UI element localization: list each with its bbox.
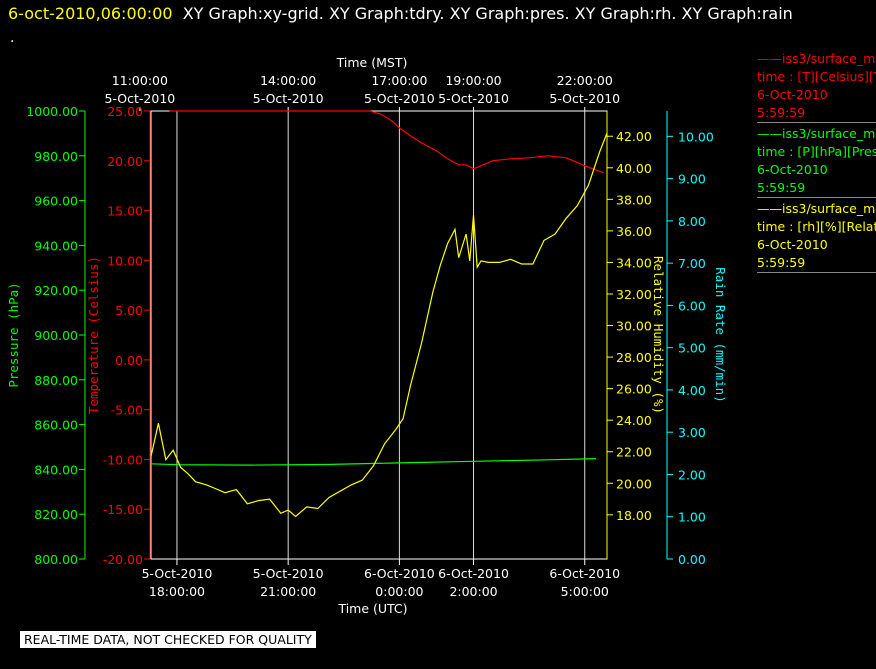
rain-tick-label: 7.00 [678, 256, 706, 271]
x-tick-label-bottom: 0:00:00 [375, 584, 423, 599]
x-tick-label-bottom: 2:00:00 [449, 584, 497, 599]
legend-series-time: 5:59:59 [757, 105, 806, 120]
x-tick-label-bottom: 6-Oct-2010 [364, 566, 435, 581]
rh-tick-label: 26.00 [616, 382, 652, 397]
rh-tick-label: 20.00 [616, 476, 652, 491]
pressure-tick-label: 860.00 [34, 418, 78, 433]
temperature-tick-label: 15.00 [107, 204, 143, 219]
x-tick-label-top: 5-Oct-2010 [549, 91, 620, 106]
rain-tick-label: 1.00 [678, 510, 706, 525]
rain-tick-label: 8.00 [678, 214, 706, 229]
legend-series-date: 6-Oct-2010 [757, 162, 828, 177]
x-tick-label-top: 5-Oct-2010 [438, 91, 509, 106]
temperature-tick-label: -20.00 [103, 552, 143, 567]
pressure-tick-label: 900.00 [34, 328, 78, 343]
temperature-tick-label: 5.00 [115, 303, 143, 318]
rh-tick-label: 36.00 [616, 224, 652, 239]
legend-series-name: ——iss3/surface_me [757, 51, 876, 66]
temperature-tick-label: -10.00 [103, 452, 143, 467]
temperature-series-line [169, 110, 604, 174]
rh-tick-label: 42.00 [616, 129, 652, 144]
rain-tick-label: 4.00 [678, 383, 706, 398]
pressure-tick-label: 820.00 [34, 507, 78, 522]
pressure-tick-label: 840.00 [34, 462, 78, 477]
temperature-tick-label: -5.00 [111, 403, 143, 418]
legend-entry-temperature: ——iss3/surface_me time : [T][Celsius][T … [757, 50, 876, 123]
x-tick-label-bottom: 6-Oct-2010 [549, 566, 620, 581]
x-tick-label-top: 22:00:00 [557, 73, 613, 88]
pressure-series-line [150, 458, 596, 466]
pressure-tick-label: 960.00 [34, 194, 78, 209]
rain-tick-label: 5.00 [678, 341, 706, 356]
rh-tick-label: 40.00 [616, 161, 652, 176]
pressure-axis-title: Pressure (hPa) [6, 282, 21, 387]
pressure-tick-label: 800.00 [34, 552, 78, 567]
legend: ——iss3/surface_me time : [T][Celsius][T … [757, 50, 876, 275]
rain-tick-label: 3.00 [678, 425, 706, 440]
x-tick-label-top: 5-Oct-2010 [364, 91, 435, 106]
rh-tick-label: 30.00 [616, 319, 652, 334]
x-tick-label-top: 17:00:00 [371, 73, 427, 88]
pressure-tick-label: 880.00 [34, 373, 78, 388]
legend-series-desc: time : [rh][%][Relati [757, 219, 876, 234]
rain-axis-title: Rain Rate (mm/min) [713, 267, 728, 402]
rain-tick-label: 6.00 [678, 298, 706, 313]
temperature-tick-label: -15.00 [103, 502, 143, 517]
rh-tick-label: 38.00 [616, 192, 652, 207]
rh-tick-label: 22.00 [616, 445, 652, 460]
rh-axis-title: Relative Humidity (%) [651, 256, 666, 414]
legend-series-desc: time : [T][Celsius][T [757, 69, 876, 84]
rain-tick-label: 2.00 [678, 467, 706, 482]
legend-series-time: 5:59:59 [757, 180, 806, 195]
x-tick-label-bottom: 5:00:00 [561, 584, 609, 599]
header-date-time: 6-oct-2010,06:00:00 [8, 4, 173, 23]
legend-series-desc: time : [P][hPa][Pres [757, 144, 876, 159]
x-axis-label-bottom: Time (UTC) [337, 601, 407, 616]
header-second-line: . [10, 30, 15, 46]
quality-disclaimer: REAL-TIME DATA, NOT CHECKED FOR QUALITY [20, 631, 316, 648]
legend-entry-pressure: ——iss3/surface_me time : [P][hPa][Pres 6… [757, 125, 876, 198]
rain-tick-label: 9.00 [678, 172, 706, 187]
x-tick-label-bottom: 5-Oct-2010 [142, 566, 213, 581]
legend-entry-rh: ——iss3/surface_me time : [rh][%][Relati … [757, 200, 876, 273]
rh-series-line [150, 132, 608, 518]
temperature-tick-label: 20.00 [107, 154, 143, 169]
x-tick-label-top: 5-Oct-2010 [253, 91, 324, 106]
temperature-tick-label: 25.00 [107, 104, 143, 119]
temperature-tick-label: 10.00 [107, 253, 143, 268]
rh-tick-label: 28.00 [616, 350, 652, 365]
header-title: 6-oct-2010,06:00:00 XY Graph:xy-grid. XY… [8, 4, 793, 23]
header-graph-list: XY Graph:xy-grid. XY Graph:tdry. XY Grap… [182, 4, 793, 23]
legend-series-name: ——iss3/surface_me [757, 201, 876, 216]
temperature-axis-title: Temperature (Celsius) [86, 256, 101, 414]
rh-tick-label: 34.00 [616, 255, 652, 270]
x-tick-label-bottom: 6-Oct-2010 [438, 566, 509, 581]
pressure-tick-label: 1000.00 [26, 104, 78, 119]
rain-tick-label: 0.00 [678, 552, 706, 567]
pressure-tick-label: 940.00 [34, 238, 78, 253]
x-tick-label-top: 5-Oct-2010 [105, 91, 176, 106]
legend-series-date: 6-Oct-2010 [757, 237, 828, 252]
pressure-tick-label: 920.00 [34, 283, 78, 298]
x-tick-label-top: 14:00:00 [260, 73, 316, 88]
rh-tick-label: 18.00 [616, 508, 652, 523]
rh-tick-label: 24.00 [616, 413, 652, 428]
x-tick-label-top: 11:00:00 [112, 73, 168, 88]
legend-series-date: 6-Oct-2010 [757, 87, 828, 102]
legend-series-name: ——iss3/surface_me [757, 126, 876, 141]
temperature-tick-label: 0.00 [115, 353, 143, 368]
legend-series-time: 5:59:59 [757, 255, 806, 270]
x-tick-label-bottom: 21:00:00 [260, 584, 316, 599]
x-axis-label-top: Time (MST) [336, 55, 408, 70]
x-tick-label-bottom: 18:00:00 [149, 584, 205, 599]
pressure-tick-label: 980.00 [34, 149, 78, 164]
plot-frame [150, 110, 608, 560]
rain-tick-label: 10.00 [678, 129, 714, 144]
rh-tick-label: 32.00 [616, 287, 652, 302]
x-tick-label-bottom: 5-Oct-2010 [253, 566, 324, 581]
x-tick-label-top: 19:00:00 [445, 73, 501, 88]
